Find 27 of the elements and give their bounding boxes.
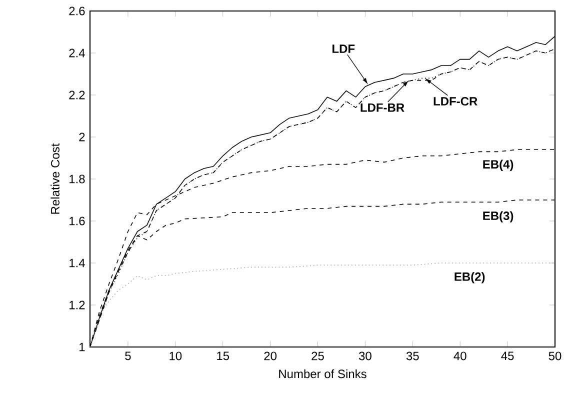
x-tick-label: 25 xyxy=(312,352,324,360)
x-tick-label: 30 xyxy=(358,352,372,360)
x-tick-label: 50 xyxy=(548,352,562,360)
x-tick-label: 35 xyxy=(406,352,419,360)
y-tick-label: 1 xyxy=(80,342,85,352)
annotation: LDF xyxy=(332,44,355,53)
annotation: EB(3) xyxy=(483,211,514,222)
y-tick-label: 1.8 xyxy=(70,174,85,184)
x-tick-label: 40 xyxy=(454,352,466,360)
annotation: EB(2) xyxy=(454,272,485,284)
annotation: EB(4) xyxy=(483,160,514,171)
x-tick-label: 15 xyxy=(217,352,230,360)
y-tick-label: 1.6 xyxy=(70,216,85,226)
x-axis-title: Number of Sinks xyxy=(279,369,366,378)
y-tick-label: 1.2 xyxy=(70,300,85,310)
y-axis-title: Relative Cost xyxy=(50,143,60,214)
y-tick-label: 1.4 xyxy=(70,258,85,268)
y-tick-label: 2.6 xyxy=(69,6,85,16)
annotation: LDF-BR xyxy=(360,103,404,112)
y-tick-label: 2.4 xyxy=(69,48,85,58)
x-tick-label: 10 xyxy=(170,352,182,360)
y-tick-label: 2.2 xyxy=(69,90,85,100)
y-tick-label: 2 xyxy=(79,132,85,142)
annotation: LDF-CR xyxy=(434,97,478,106)
x-tick-label: 45 xyxy=(501,352,514,360)
x-tick-label: 5 xyxy=(125,352,131,360)
x-tick-label: 20 xyxy=(264,352,277,360)
